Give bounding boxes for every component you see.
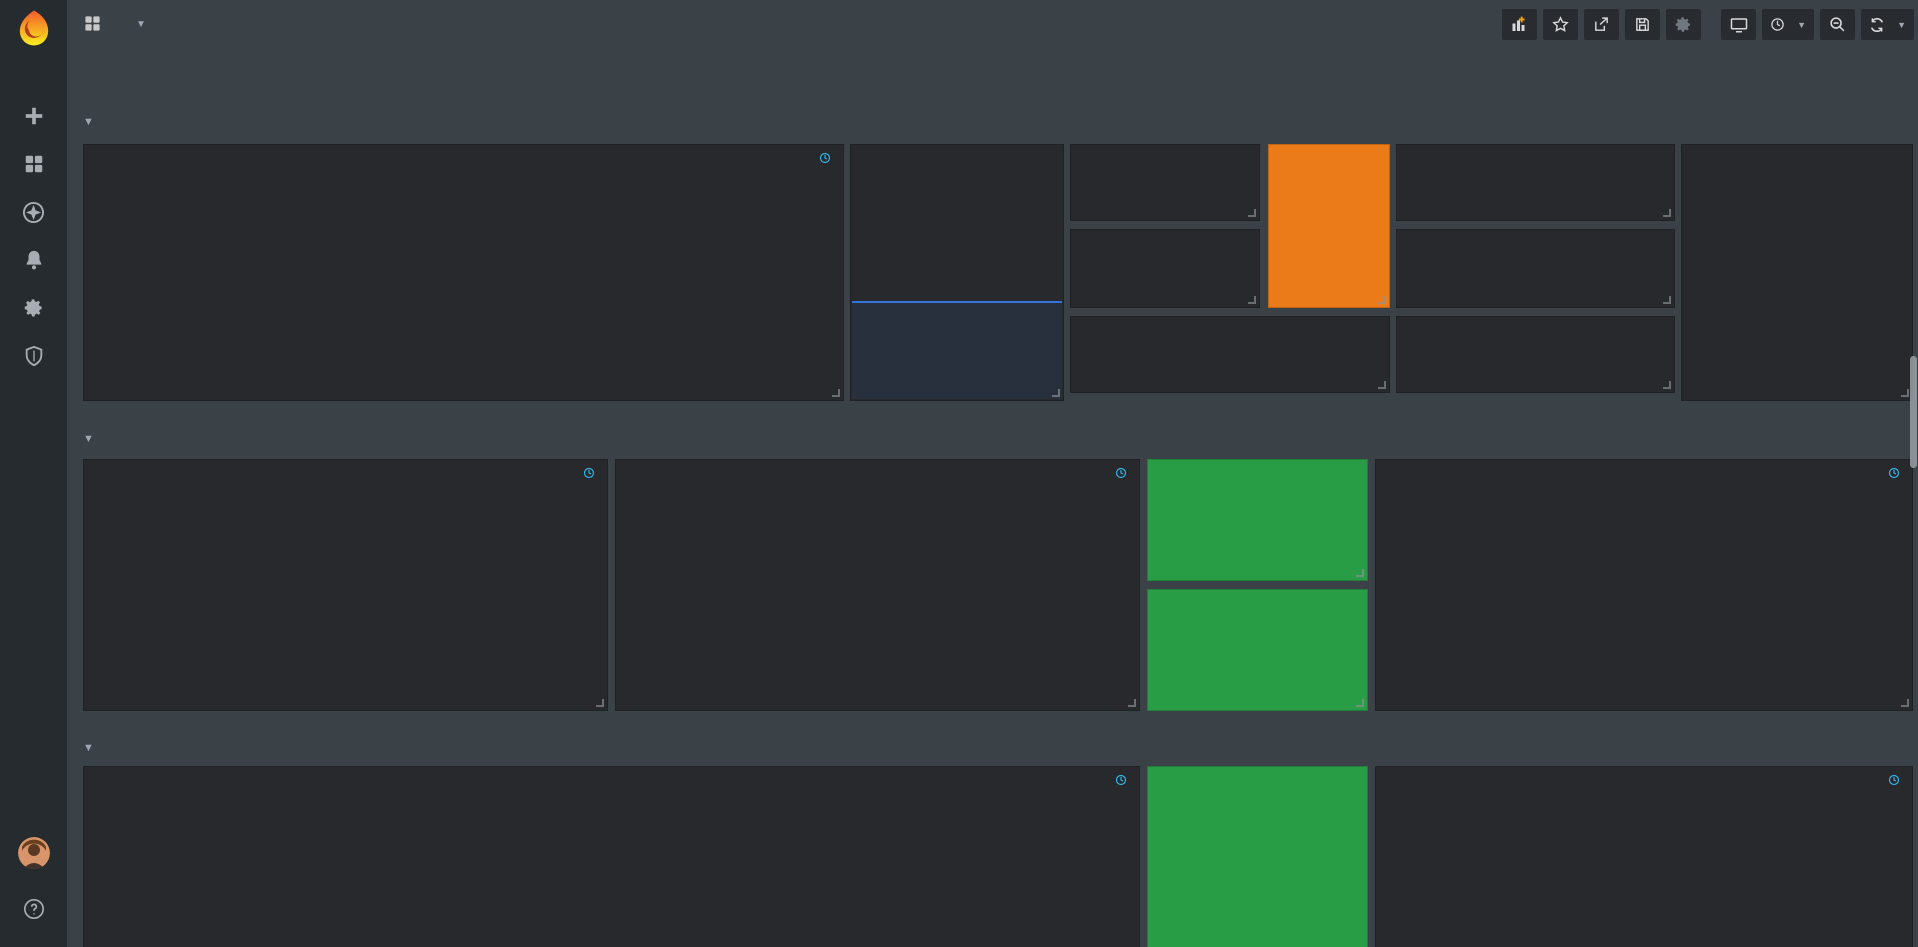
explore-compass-icon[interactable] bbox=[22, 200, 46, 224]
section-cpu-stats[interactable]: ▼ bbox=[83, 429, 1914, 449]
cpu-stats-row bbox=[83, 459, 1914, 711]
grafana-logo[interactable] bbox=[14, 8, 54, 48]
panel-ups-battery-charge bbox=[850, 144, 1064, 401]
battery-sparkline bbox=[852, 300, 1062, 399]
ups-stat-grid bbox=[1070, 144, 1390, 401]
caret-down-icon: ▼ bbox=[1897, 19, 1906, 30]
memory-chart[interactable] bbox=[1376, 792, 1684, 947]
panel-time-override[interactable] bbox=[583, 460, 599, 485]
panel-average-psu-load[interactable] bbox=[1070, 229, 1260, 308]
cpu1-chart[interactable] bbox=[84, 485, 607, 705]
cpu1-legend bbox=[84, 705, 607, 710]
ups-load-chart[interactable] bbox=[84, 170, 843, 395]
time-range-picker[interactable]: ▼ bbox=[1762, 9, 1815, 40]
panel-average-daily-cost[interactable] bbox=[1396, 144, 1675, 221]
cpu2-legend bbox=[1376, 705, 1912, 710]
chevron-down-icon: ▼ bbox=[83, 116, 94, 128]
panel-time-override[interactable] bbox=[1115, 767, 1131, 792]
cost-stat-col bbox=[1396, 144, 1675, 401]
cpu1-temp-sparkline bbox=[1149, 545, 1366, 579]
panel-memory bbox=[1375, 766, 1913, 947]
panel-cpu-package bbox=[615, 459, 1140, 711]
ups-load-legend bbox=[84, 395, 843, 400]
share-button[interactable] bbox=[1584, 9, 1620, 40]
cpu-temp-col bbox=[1147, 459, 1368, 711]
cpu-package-legend bbox=[616, 705, 1139, 710]
configuration-gear-icon[interactable] bbox=[22, 296, 46, 320]
chevron-down-icon: ▼ bbox=[83, 433, 94, 445]
panel-time-override[interactable] bbox=[1115, 460, 1131, 485]
caret-down-icon: ▼ bbox=[1797, 19, 1807, 30]
panel-estimated-yearly-cost[interactable] bbox=[1396, 316, 1675, 393]
cycle-view-monitor-button[interactable] bbox=[1721, 9, 1757, 40]
panel-time-override[interactable] bbox=[819, 145, 835, 170]
help-icon[interactable] bbox=[22, 897, 46, 921]
page-scrollbar[interactable] bbox=[1910, 356, 1917, 468]
cpu2-temp-sparkline bbox=[1149, 675, 1366, 709]
chevron-down-icon[interactable]: ▼ bbox=[136, 19, 146, 30]
panel-time-override[interactable] bbox=[1888, 460, 1904, 485]
panel-time-override[interactable] bbox=[1888, 767, 1904, 792]
ups-stats-row bbox=[83, 144, 1914, 401]
memory-legend bbox=[1684, 792, 1912, 947]
dashboards-icon[interactable] bbox=[22, 152, 46, 176]
create-plus-icon[interactable] bbox=[22, 104, 46, 128]
panel-this-years-cost[interactable] bbox=[1396, 229, 1675, 308]
cpu-package-chart[interactable] bbox=[616, 485, 1139, 705]
panel-current-ups-load[interactable] bbox=[1070, 144, 1260, 221]
dashboard-settings-button[interactable] bbox=[1666, 9, 1702, 40]
panel-cpu-2 bbox=[1375, 459, 1913, 711]
star-button[interactable] bbox=[1543, 9, 1579, 40]
user-avatar[interactable] bbox=[17, 837, 50, 869]
network-chart[interactable] bbox=[84, 792, 1139, 947]
panel-cpu-1 bbox=[83, 459, 608, 711]
alerting-bell-icon[interactable] bbox=[22, 248, 46, 272]
panel-cpu-1-temp[interactable] bbox=[1147, 459, 1368, 581]
zoom-out-button[interactable] bbox=[1820, 9, 1856, 40]
section-network-memory[interactable]: ▼ bbox=[83, 738, 1914, 758]
add-panel-button[interactable] bbox=[1502, 9, 1538, 40]
ups-load-time-chart[interactable] bbox=[1682, 170, 1912, 400]
cpu2-chart[interactable] bbox=[1376, 485, 1912, 705]
battery-gauge[interactable] bbox=[852, 170, 1062, 399]
stat-value bbox=[1323, 154, 1335, 307]
panel-ups-runtime[interactable] bbox=[1268, 144, 1390, 308]
section-ups-stats[interactable]: ▼ bbox=[83, 112, 1914, 132]
sidebar bbox=[0, 0, 67, 947]
refresh-button[interactable]: ▼ bbox=[1861, 9, 1914, 40]
dashboard-grid-icon[interactable] bbox=[83, 14, 102, 36]
chevron-down-icon: ▼ bbox=[83, 742, 94, 754]
panel-network bbox=[83, 766, 1140, 947]
panel-current-load-kwh[interactable] bbox=[1070, 316, 1390, 393]
server-admin-shield-icon[interactable] bbox=[22, 344, 46, 368]
save-button[interactable] bbox=[1625, 9, 1661, 40]
panel-ups-load bbox=[83, 144, 844, 401]
panel-uptime[interactable] bbox=[1147, 766, 1368, 947]
panel-cpu-2-temp[interactable] bbox=[1147, 589, 1368, 711]
top-nav: ▼ ▼ bbox=[83, 0, 1914, 49]
network-memory-row bbox=[83, 766, 1914, 947]
panel-ups-load-vs-time-left bbox=[1681, 144, 1913, 401]
